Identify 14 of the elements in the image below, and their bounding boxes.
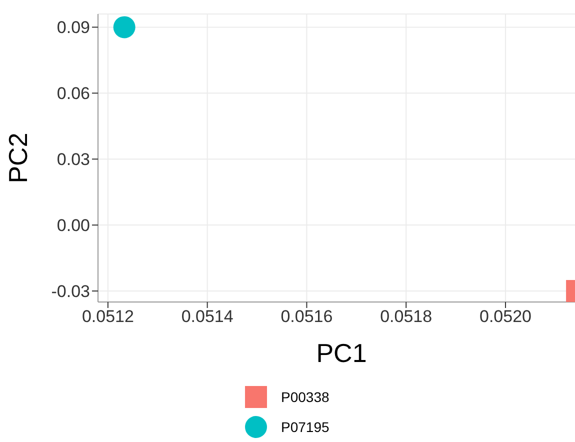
y-tick-label: -0.03 bbox=[51, 282, 90, 302]
y-tick-label: 0.06 bbox=[56, 84, 90, 104]
y-axis-title: PC2 bbox=[3, 132, 34, 184]
x-tick-label: 0.0514 bbox=[181, 307, 234, 326]
y-tick-label: 0.09 bbox=[56, 18, 90, 38]
x-tick-label: 0.0516 bbox=[280, 307, 333, 326]
legend-label: P07195 bbox=[281, 419, 330, 435]
x-tick-label: 0.0520 bbox=[479, 307, 532, 326]
x-axis-title: PC1 bbox=[316, 338, 367, 368]
legend-label: P00338 bbox=[281, 389, 330, 405]
y-tick-label: 0.00 bbox=[56, 216, 90, 236]
x-tick-label: 0.0518 bbox=[380, 307, 432, 326]
x-tick-label: 0.0512 bbox=[82, 307, 134, 326]
y-tick-label: 0.03 bbox=[56, 150, 90, 170]
